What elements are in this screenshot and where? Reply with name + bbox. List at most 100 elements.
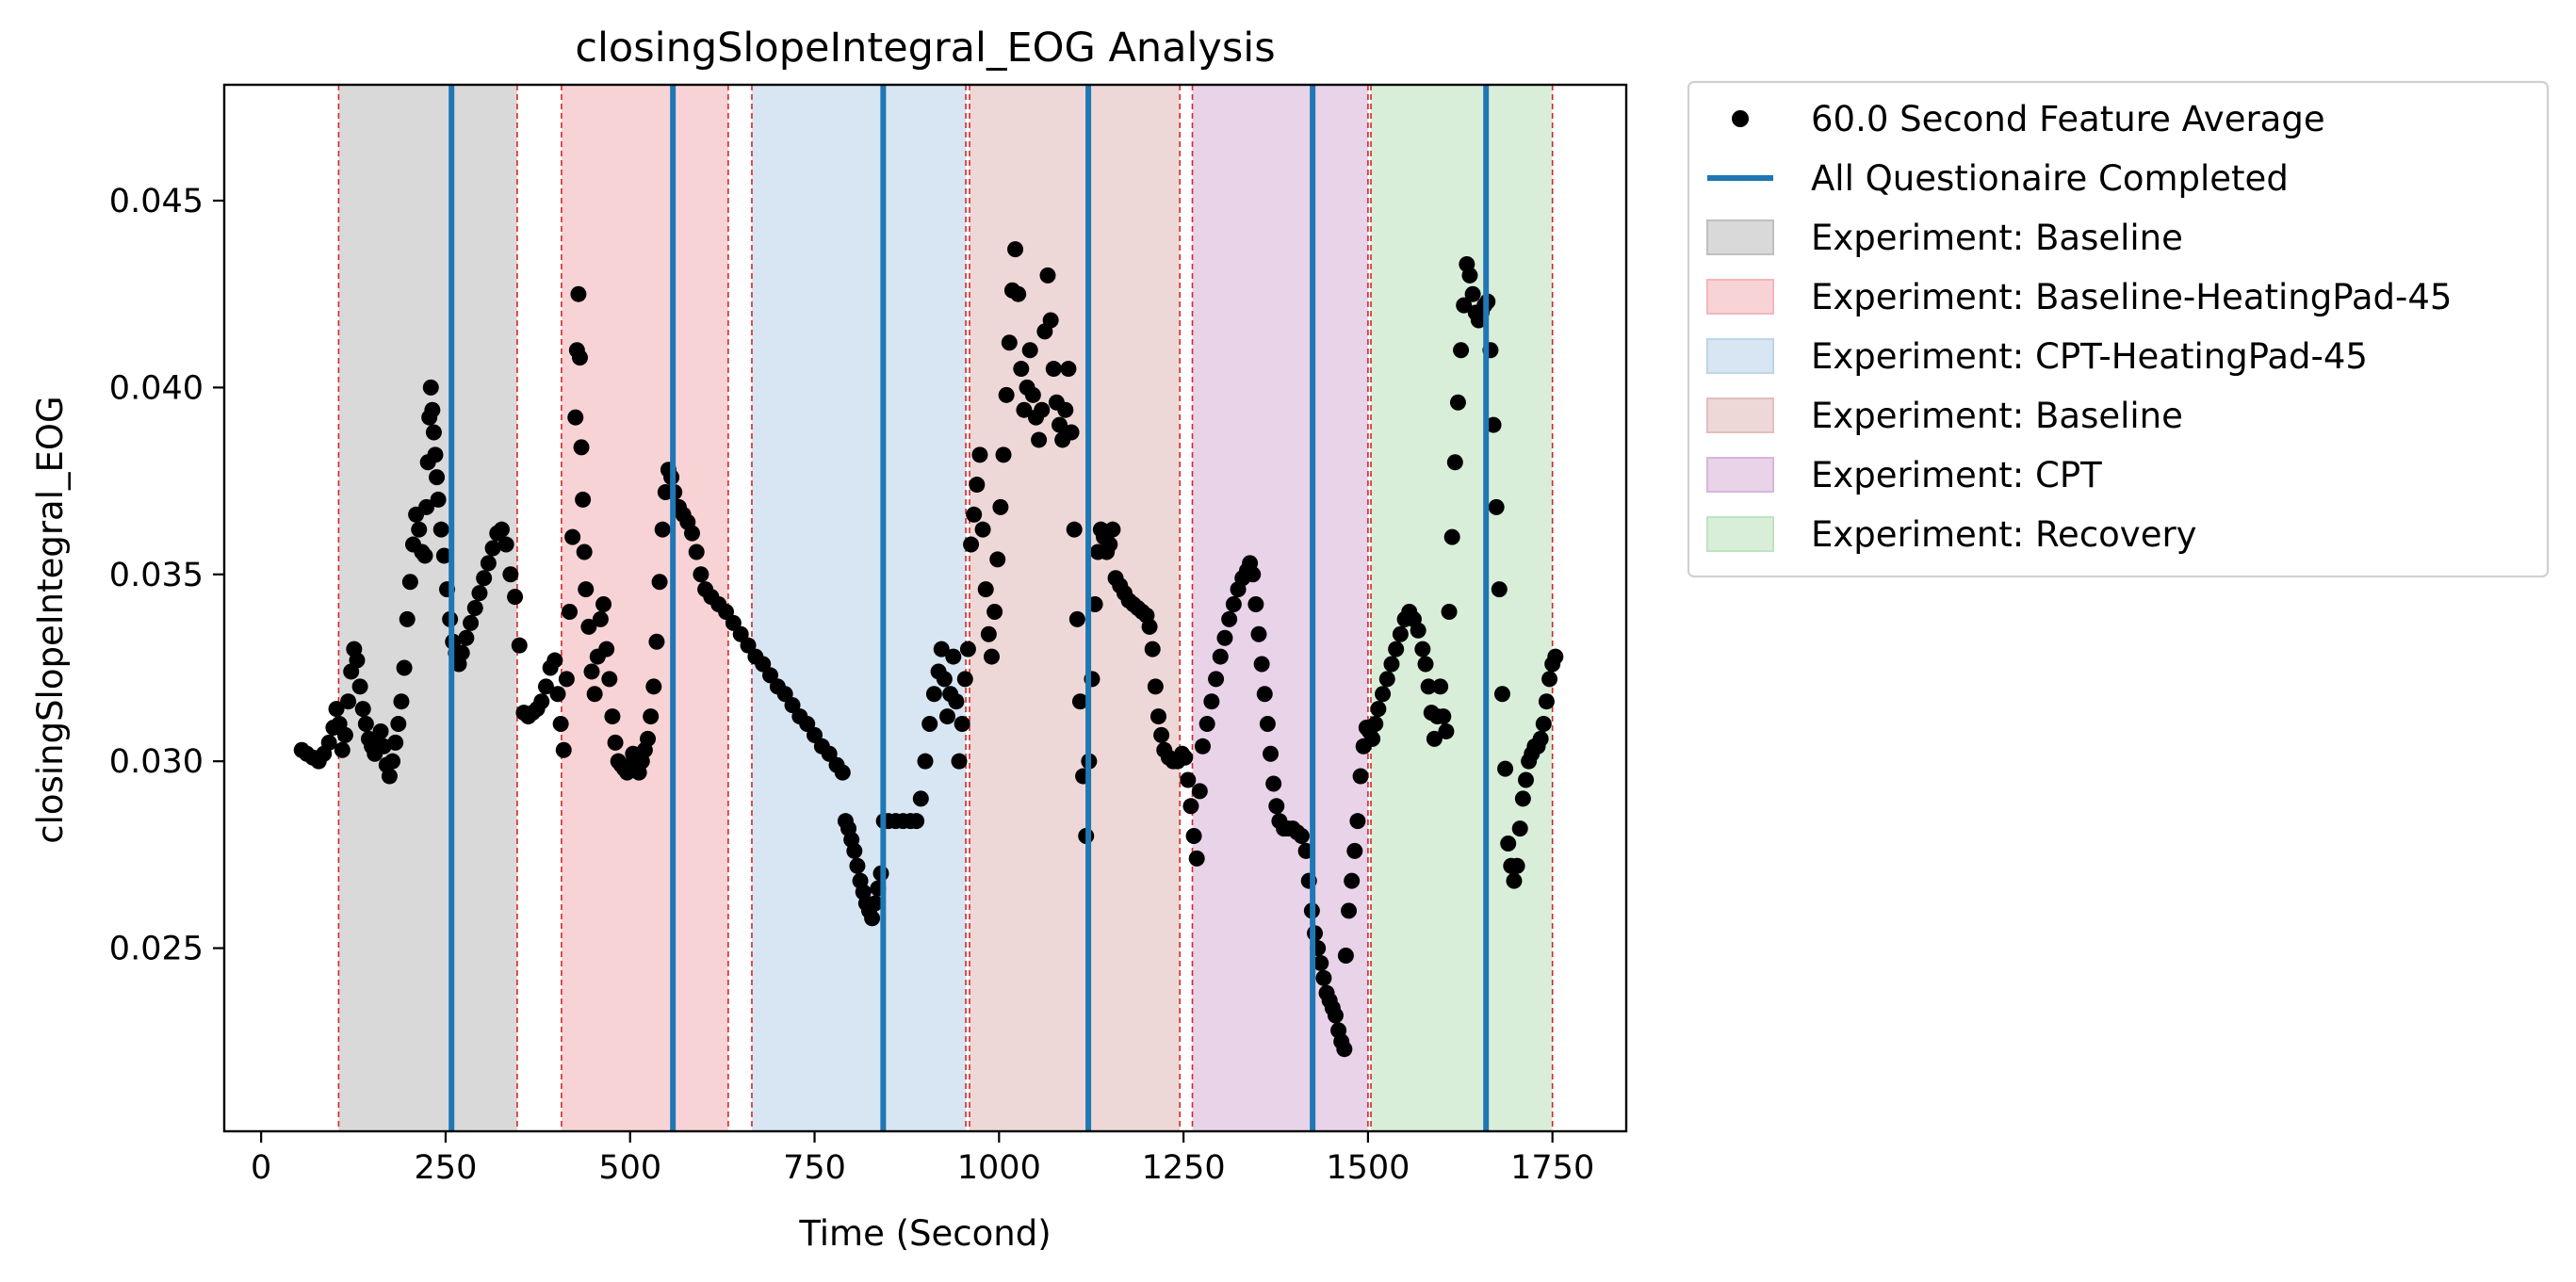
data-point — [640, 730, 657, 747]
data-point — [1263, 745, 1280, 762]
data-point — [401, 574, 418, 591]
y-tick-label: 0.045 — [109, 183, 204, 220]
data-point — [336, 726, 353, 743]
data-point — [1188, 850, 1205, 867]
legend-patch-5 — [1706, 398, 1774, 433]
data-point — [571, 349, 588, 366]
data-point — [453, 644, 470, 661]
data-point — [921, 716, 938, 733]
data-point — [651, 574, 668, 591]
x-tick-label: 1000 — [957, 1149, 1041, 1187]
data-point — [393, 693, 410, 710]
data-point — [471, 585, 488, 602]
data-point — [936, 671, 953, 688]
data-point — [381, 768, 398, 785]
plot-inner — [293, 85, 1564, 1131]
data-point — [849, 857, 866, 874]
data-point — [1497, 760, 1514, 777]
data-point — [552, 716, 569, 733]
data-point — [1456, 297, 1473, 314]
region-1 — [561, 85, 728, 1131]
data-point — [1435, 708, 1452, 725]
data-point — [1265, 775, 1282, 792]
data-point — [956, 671, 973, 688]
data-point — [974, 521, 991, 538]
data-point — [1488, 498, 1505, 515]
x-tick-label: 1250 — [1142, 1149, 1226, 1187]
data-point — [595, 596, 612, 613]
data-point — [1443, 528, 1460, 545]
data-point — [583, 663, 600, 680]
data-point — [422, 379, 439, 396]
data-point — [867, 895, 884, 912]
data-point — [1253, 656, 1270, 673]
data-point — [1045, 361, 1062, 378]
data-point — [537, 678, 554, 695]
data-point — [989, 551, 1006, 568]
data-point — [1034, 401, 1051, 418]
data-point — [643, 708, 660, 725]
data-point — [1256, 686, 1273, 703]
legend-marker-0 — [1732, 110, 1749, 127]
data-point — [1315, 969, 1332, 986]
legend: 60.0 Second Feature Average All Questiona… — [1687, 80, 2550, 578]
legend-patch-3 — [1706, 279, 1774, 315]
data-point — [570, 285, 587, 302]
data-point — [1414, 641, 1431, 657]
legend-label: Experiment: Baseline — [1811, 396, 2183, 436]
data-point — [1453, 342, 1470, 359]
data-point — [576, 544, 593, 560]
data-point — [959, 641, 976, 657]
data-point — [846, 842, 863, 859]
data-point — [1141, 618, 1158, 635]
data-point — [533, 693, 550, 710]
data-point — [396, 659, 413, 676]
legend-patch-4 — [1706, 338, 1774, 374]
plot-frame — [222, 83, 1628, 1133]
data-point — [427, 446, 444, 463]
data-point — [1153, 726, 1170, 743]
data-point — [546, 652, 563, 669]
data-point — [1485, 416, 1502, 433]
data-point — [948, 693, 965, 710]
data-point — [688, 544, 705, 560]
plot-area: 0 250 500 750 1000 1250 1500 1750 0.025 0.030 0.03… — [109, 83, 1628, 1187]
legend-label: All Questionaire Completed — [1811, 158, 2289, 199]
data-point — [1432, 678, 1449, 695]
data-point — [645, 678, 662, 695]
y-axis-title: closingSlopeIntegral_EOG — [30, 396, 71, 843]
data-point — [1538, 693, 1555, 710]
data-point — [983, 648, 1000, 665]
data-point — [1016, 401, 1033, 418]
data-point — [917, 753, 934, 770]
data-point — [971, 446, 988, 463]
data-point — [411, 521, 428, 538]
legend-box — [1687, 80, 2550, 578]
y-tick-label: 0.035 — [109, 557, 204, 594]
data-point — [1312, 954, 1329, 971]
data-point — [648, 633, 665, 650]
data-point — [429, 469, 446, 486]
data-point — [963, 536, 980, 553]
data-point — [1104, 521, 1121, 538]
data-point — [1426, 730, 1443, 747]
data-point — [1042, 312, 1059, 329]
data-point — [1500, 835, 1517, 852]
data-point — [969, 477, 986, 494]
region-4 — [1192, 85, 1368, 1131]
data-point — [1191, 783, 1208, 800]
data-point — [1071, 693, 1088, 710]
data-point — [998, 386, 1015, 403]
data-point — [564, 528, 581, 545]
data-point — [1250, 625, 1267, 642]
data-point — [1147, 678, 1164, 695]
y-tick-label: 0.040 — [109, 369, 204, 407]
data-point — [1063, 424, 1080, 441]
data-point — [654, 521, 671, 538]
data-point — [1491, 581, 1508, 598]
data-point — [1185, 828, 1202, 845]
data-point — [1198, 716, 1215, 733]
data-point — [1541, 671, 1558, 688]
region-0 — [338, 85, 517, 1131]
